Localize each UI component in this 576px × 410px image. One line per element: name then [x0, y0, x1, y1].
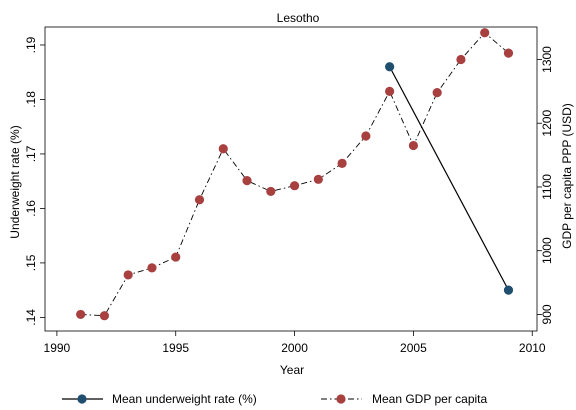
underweight-point — [385, 62, 395, 72]
gdp-point — [147, 263, 157, 273]
legend: Mean underweight rate (%) Mean GDP per ca… — [62, 392, 487, 406]
left-tick-label: .17 — [24, 145, 38, 162]
gdp-line — [80, 32, 509, 317]
x-tick-label: 2010 — [519, 341, 546, 355]
gdp-point — [266, 186, 276, 197]
gdp-point — [361, 131, 371, 141]
gdp-point — [313, 174, 323, 184]
left-axis: .14 .15 .16 .17 .18 .19 — [24, 36, 45, 326]
legend-key-gdp-marker — [336, 394, 346, 404]
x-tick-label: 1990 — [44, 341, 71, 355]
gdp-point — [99, 311, 110, 321]
right-axis-label: GDP per capita PPP (USD) — [560, 103, 574, 249]
gdp-point — [123, 270, 133, 280]
legend-label-gdp: Mean GDP per capita — [372, 392, 487, 406]
x-axis: 1990 1995 2000 2005 2010 — [44, 331, 546, 355]
x-tick-label: 2000 — [281, 341, 308, 355]
gdp-point — [456, 54, 466, 65]
left-tick-label: .14 — [24, 309, 38, 326]
x-tick-label: 1995 — [162, 341, 189, 355]
legend-key-underweight-marker — [77, 394, 87, 404]
underweight-line — [389, 66, 510, 291]
right-tick-label: 1100 — [540, 174, 554, 200]
right-tick-label: 1200 — [540, 110, 554, 137]
gdp-point — [337, 158, 347, 168]
underweight-point — [503, 285, 514, 295]
gdp-point — [385, 86, 395, 96]
right-tick-label: 900 — [540, 304, 554, 324]
x-tick-label: 2005 — [400, 341, 427, 355]
gdp-point — [171, 252, 181, 262]
gdp-point — [218, 144, 228, 154]
left-axis-label: Underweight rate (%) — [8, 125, 22, 238]
gdp-point — [503, 48, 514, 58]
gdp-series — [76, 28, 514, 321]
gdp-point — [289, 181, 300, 191]
left-tick-label: .15 — [24, 254, 38, 271]
left-tick-label: .18 — [24, 91, 38, 108]
gdp-point — [408, 140, 419, 151]
right-tick-label: 1300 — [540, 46, 554, 73]
left-tick-label: .19 — [24, 36, 38, 53]
right-tick-label: 1000 — [540, 237, 554, 264]
gdp-point — [194, 195, 205, 205]
right-axis: 900 1000 1100 1200 1300 — [537, 46, 554, 324]
left-tick-label: .16 — [24, 200, 38, 217]
gdp-point — [242, 175, 252, 186]
chart-title: Lesotho — [277, 11, 320, 25]
gdp-point — [432, 88, 442, 98]
x-axis-label: Year — [280, 363, 304, 377]
plot-frame — [44, 26, 538, 332]
gdp-point — [76, 309, 86, 320]
gdp-point — [480, 28, 490, 38]
legend-label-underweight: Mean underweight rate (%) — [112, 392, 257, 406]
underweight-series — [385, 62, 514, 295]
